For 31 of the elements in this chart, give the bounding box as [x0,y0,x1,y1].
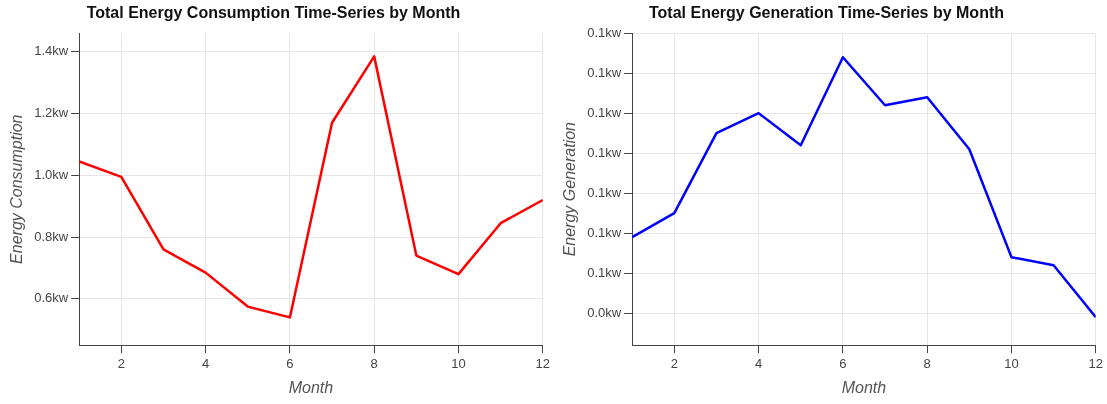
x-tick-label: 12 [535,355,550,371]
y-tick-label: 1.0kw [34,166,69,182]
x-axis-title: Month [841,378,887,396]
y-axis-title: Energy Generation [561,121,579,257]
y-tick-label: 0.8kw [34,228,69,244]
x-tick-label: 8 [923,355,931,371]
y-tick-label: 0.1kw [587,104,622,120]
x-tick-label: 12 [1088,355,1103,371]
y-tick-label: 1.2kw [34,105,69,121]
x-tick-label: 6 [286,355,294,371]
x-tick-label: 6 [839,355,847,371]
x-tick-label: 4 [201,355,210,371]
chart-title: Total Energy Consumption Time-Series by Month [86,4,461,22]
chart-title: Total Energy Generation Time-Series by Month [648,4,1005,22]
x-tick-label: 8 [370,355,378,371]
x-tick-label: 2 [670,355,678,371]
x-tick-label: 4 [754,355,763,371]
y-tick-label: 0.0kw [587,304,622,320]
y-tick-label: 0.1kw [587,184,622,200]
y-tick-label: 0.1kw [587,264,622,280]
x-axis-title: Month [288,378,334,396]
y-tick-label: 1.4kw [34,43,69,59]
x-tick-label: 10 [1004,355,1019,371]
y-tick-label: 0.6kw [34,290,69,306]
y-axis-title: Energy Consumption [8,114,26,264]
y-tick-label: 0.1kw [587,64,622,80]
y-tick-label: 0.1kw [587,224,622,240]
x-tick-label: 10 [451,355,466,371]
x-tick-label: 2 [117,355,125,371]
y-tick-label: 0.1kw [587,24,622,40]
y-tick-label: 0.1kw [587,144,622,160]
